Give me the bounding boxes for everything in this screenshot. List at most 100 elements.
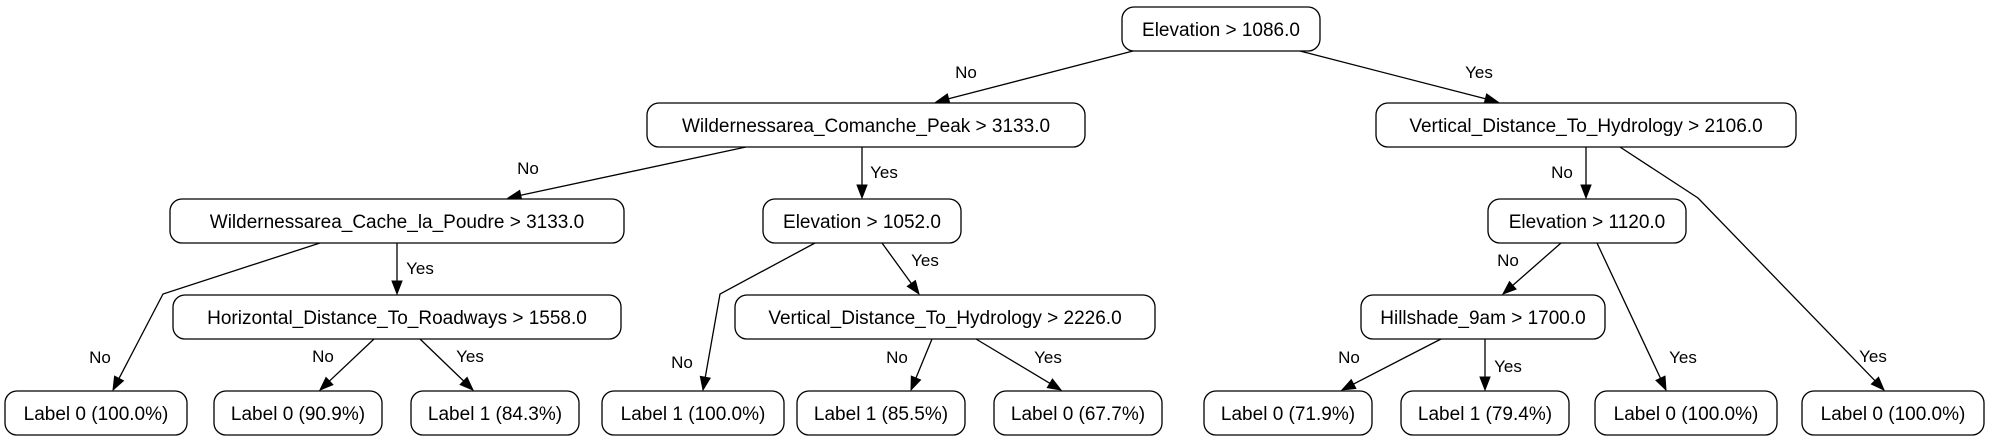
edge-n2-l10: Yes xyxy=(1619,146,1887,392)
edge-line xyxy=(975,338,1051,384)
leaf-node: Label 1 (84.3%) xyxy=(410,390,580,436)
node-box xyxy=(796,390,966,436)
leaf-label: Label 0 (100.0%) xyxy=(1614,404,1759,425)
edge-n3-l1: No xyxy=(89,242,321,392)
edge-line xyxy=(1512,242,1562,286)
leaf-label: Label 0 (67.7%) xyxy=(1011,404,1145,425)
node-box xyxy=(1203,390,1373,436)
split-condition: Wildernessarea_Cache_la_Poudre > 3133.0 xyxy=(210,212,584,233)
edge-n4-l4: No xyxy=(671,242,816,392)
edge-label-no: No xyxy=(1551,163,1573,182)
edge-label-yes: Yes xyxy=(870,163,898,182)
edge-n6-l2: No xyxy=(312,338,375,391)
split-node: Elevation > 1052.0 xyxy=(762,198,962,244)
edge-arrowhead xyxy=(1501,280,1517,295)
split-condition: Wildernessarea_Comanche_Peak > 3133.0 xyxy=(682,116,1050,137)
edge-line xyxy=(520,146,747,196)
edge-arrowhead xyxy=(1340,378,1357,391)
split-node: Horizontal_Distance_To_Roadways > 1558.0 xyxy=(172,294,622,340)
leaf-label: Label 0 (71.9%) xyxy=(1221,404,1355,425)
edges-layer: No Yes No Yes No Yes No Yes No Yes No Yes No Yes No Yes… xyxy=(89,50,1887,392)
nodes-layer: Elevation > 1086.0 Wildernessarea_Comanch… xyxy=(4,6,1985,436)
edge-arrowhead xyxy=(459,376,475,391)
edge-label-yes: Yes xyxy=(1859,347,1887,366)
leaf-label: Label 1 (85.5%) xyxy=(814,404,948,425)
leaf-node: Label 1 (85.5%) xyxy=(796,390,966,436)
edge-arrowhead xyxy=(391,280,403,296)
edge-line xyxy=(329,338,375,382)
leaf-label: Label 1 (100.0%) xyxy=(621,404,766,425)
split-condition: Elevation > 1052.0 xyxy=(783,212,941,233)
node-box xyxy=(4,390,188,436)
split-condition: Horizontal_Distance_To_Roadways > 1558.0 xyxy=(207,308,587,329)
edge-line xyxy=(915,338,933,379)
node-box xyxy=(1400,390,1570,436)
edge-label-yes: Yes xyxy=(456,347,484,366)
split-node: Vertical_Distance_To_Hydrology > 2106.0 xyxy=(1375,102,1797,148)
node-box xyxy=(762,198,962,244)
node-box xyxy=(734,294,1156,340)
edge-n4-n7: Yes xyxy=(881,242,939,296)
split-node: Vertical_Distance_To_Hydrology > 2226.0 xyxy=(734,294,1156,340)
leaf-label: Label 1 (84.3%) xyxy=(428,404,562,425)
split-node: Hillshade_9am > 1700.0 xyxy=(1360,294,1606,340)
edge-arrowhead xyxy=(1580,184,1592,200)
edge-label-no: No xyxy=(1497,251,1519,270)
node-box xyxy=(1375,102,1797,148)
edge-arrowhead xyxy=(1870,376,1885,392)
node-box xyxy=(1121,6,1321,52)
edge-label-yes: Yes xyxy=(1669,348,1697,367)
leaf-label: Label 0 (100.0%) xyxy=(24,404,169,425)
edge-label-no: No xyxy=(89,348,111,367)
leaf-node: Label 0 (71.9%) xyxy=(1203,390,1373,436)
node-box xyxy=(601,390,785,436)
edge-n7-l6: Yes xyxy=(975,338,1063,391)
split-node: Wildernessarea_Comanche_Peak > 3133.0 xyxy=(646,102,1086,148)
edge-arrowhead xyxy=(856,184,868,200)
edge-arrowhead xyxy=(906,279,920,296)
edge-line xyxy=(948,50,1134,100)
leaf-label: Label 0 (100.0%) xyxy=(1821,404,1966,425)
edge-arrowhead xyxy=(112,375,125,392)
leaf-node: Label 0 (100.0%) xyxy=(1801,390,1985,436)
split-node: Elevation > 1120.0 xyxy=(1487,198,1687,244)
node-box xyxy=(646,102,1086,148)
leaf-node: Label 0 (100.0%) xyxy=(1594,390,1778,436)
edge-arrowhead xyxy=(910,375,922,392)
node-box xyxy=(410,390,580,436)
leaf-node: Label 0 (90.9%) xyxy=(213,390,383,436)
edge-label-no: No xyxy=(517,159,539,178)
split-condition: Elevation > 1120.0 xyxy=(1509,212,1666,233)
edge-line xyxy=(118,242,321,379)
edge-label-no: No xyxy=(671,353,693,372)
split-condition: Hillshade_9am > 1700.0 xyxy=(1380,308,1585,329)
edge-n1-n4: Yes xyxy=(856,147,898,200)
split-condition: Elevation > 1086.0 xyxy=(1142,20,1300,41)
edge-label-yes: Yes xyxy=(1465,63,1493,82)
edge-arrowhead xyxy=(1655,375,1667,392)
edge-arrowhead xyxy=(318,376,334,391)
node-box xyxy=(1594,390,1778,436)
edge-n5-l9: Yes xyxy=(1596,242,1697,392)
split-condition: Vertical_Distance_To_Hydrology > 2226.0 xyxy=(768,308,1121,329)
edge-label-no: No xyxy=(955,63,977,82)
node-box xyxy=(1487,198,1687,244)
split-condition: Vertical_Distance_To_Hydrology > 2106.0 xyxy=(1409,116,1762,137)
node-box xyxy=(172,294,622,340)
edge-n5-n8: No xyxy=(1497,242,1562,295)
edge-arrowhead xyxy=(699,375,711,392)
edge-line xyxy=(704,242,816,378)
edge-n0-n2: Yes xyxy=(1299,50,1500,105)
split-node: Elevation > 1086.0 xyxy=(1121,6,1321,52)
split-node: Wildernessarea_Cache_la_Poudre > 3133.0 xyxy=(169,198,625,244)
edge-n3-n6: Yes xyxy=(391,243,434,296)
edge-arrowhead xyxy=(1483,93,1500,105)
edge-n1-n3: No xyxy=(506,146,747,201)
node-box xyxy=(1360,294,1606,340)
leaf-label: Label 0 (90.9%) xyxy=(231,404,365,425)
edge-label-yes: Yes xyxy=(911,251,939,270)
edge-label-no: No xyxy=(1338,348,1360,367)
edge-arrowhead xyxy=(1479,376,1491,392)
leaf-node: Label 1 (79.4%) xyxy=(1400,390,1570,436)
